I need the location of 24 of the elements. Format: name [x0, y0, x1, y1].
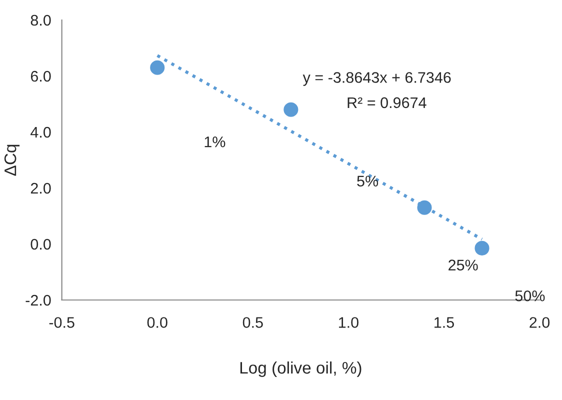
point	[417, 200, 432, 215]
x-axis-title: Log (olive oil, %)	[240, 361, 362, 377]
annotation: 1%	[204, 136, 226, 148]
point	[284, 102, 298, 117]
y-tick-label: 2.0	[30, 182, 51, 194]
x-tick-label: 1.0	[338, 317, 358, 328]
annotation: R² = 0.9674	[348, 97, 426, 108]
x-tick-label: 0.0	[147, 317, 168, 328]
y-tick-label: 8.0	[30, 14, 51, 26]
annotation: y = -3.8643x + 6.7346	[302, 72, 451, 86]
x-tick-label: -0.5	[49, 317, 74, 328]
x-tick-label: 2.0	[530, 317, 550, 328]
y-tick-label: 6.0	[30, 70, 51, 82]
point	[474, 240, 490, 256]
annotation: 50%	[515, 290, 545, 302]
y-tick-label: 0.0	[30, 238, 51, 250]
x-tick-label: 1.5	[434, 317, 454, 328]
y-tick-label: 4.0	[30, 126, 51, 138]
y-axis-title: ΔCq	[4, 144, 20, 176]
annotation: 25%	[448, 260, 478, 270]
point	[150, 60, 165, 75]
y-tick-label: -2.0	[26, 294, 51, 306]
annotation: 5%	[357, 176, 378, 186]
x-tick-label: 0.5	[242, 317, 263, 328]
